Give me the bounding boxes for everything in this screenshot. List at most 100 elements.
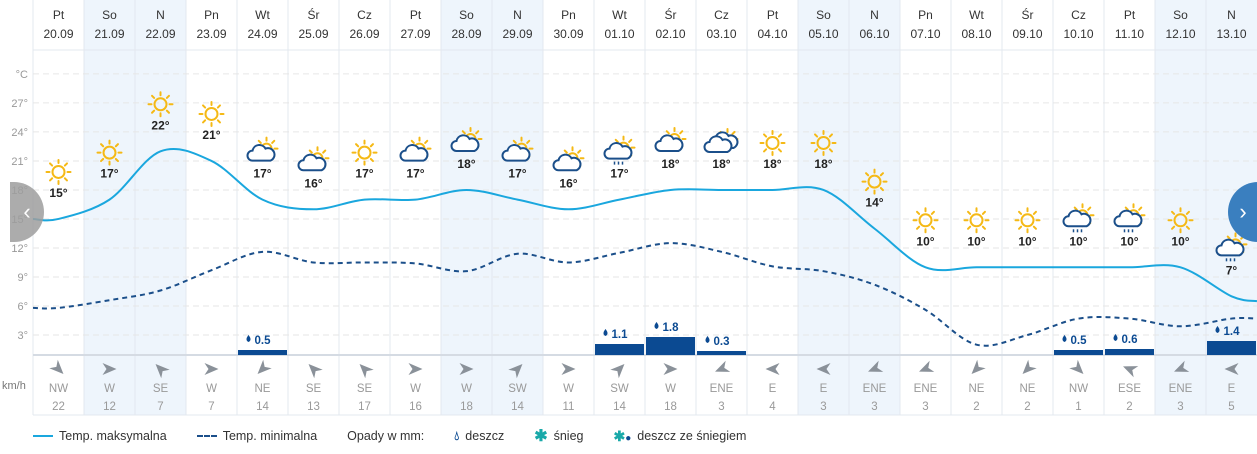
wind-arrow-icon <box>1123 366 1139 378</box>
axis-tick-label: 21° <box>11 156 28 168</box>
sun-ray <box>777 133 782 138</box>
wind-speed: 2 <box>1024 401 1030 413</box>
day-of-week: Cz <box>1071 8 1086 22</box>
sun-rain-icon <box>1113 203 1146 233</box>
day-of-week: Cz <box>714 8 729 22</box>
wind-direction: SE <box>357 383 373 395</box>
sun-ray <box>1087 206 1092 211</box>
sun-ray <box>63 177 68 182</box>
day-of-week: N <box>513 8 522 22</box>
day-of-week: Cz <box>357 8 372 22</box>
wind-direction: NW <box>49 383 68 395</box>
cloud-shape <box>703 135 733 153</box>
cloud-shape <box>552 153 582 172</box>
sun-ray <box>100 143 105 148</box>
raindrop-icon <box>246 335 251 342</box>
axis-tick-label: 6° <box>17 301 28 313</box>
precip-bar <box>697 351 746 355</box>
sun-ray <box>879 172 884 177</box>
wind-arrow-icon <box>1224 363 1239 375</box>
day-date: 04.10 <box>757 27 787 41</box>
sun-icon <box>912 207 939 234</box>
sun-ray <box>916 210 921 215</box>
day-of-week: N <box>156 8 165 22</box>
sun-ray <box>355 143 360 148</box>
wind-speed: 16 <box>409 401 422 413</box>
precip-value: 1.4 <box>1224 326 1241 338</box>
sun-icon <box>351 139 378 166</box>
sun-ray <box>151 94 156 99</box>
sun-ray <box>512 139 517 144</box>
precip-value: 0.5 <box>255 335 272 347</box>
wind-direction: E <box>1228 383 1236 395</box>
sun-icon <box>96 139 123 166</box>
axis-tick-label: 9° <box>17 272 28 284</box>
sun-core <box>867 174 882 189</box>
max-temp-label: 17° <box>406 167 424 181</box>
sun-core <box>102 145 117 160</box>
day-date: 09.10 <box>1012 27 1042 41</box>
wind-arrow-icon <box>408 363 423 375</box>
precip-value: 1.1 <box>612 329 629 341</box>
precip-value: 0.6 <box>1122 334 1138 346</box>
day-of-week: So <box>816 8 831 22</box>
sun-core <box>969 213 984 228</box>
wind-arrow-icon <box>610 364 625 379</box>
max-temp-label: 18° <box>457 157 475 171</box>
sun-ray <box>1185 210 1190 215</box>
wind-direction: ESE <box>1118 383 1141 395</box>
precip-bar <box>1207 341 1256 355</box>
sun-ray <box>526 139 531 144</box>
day-date: 29.09 <box>502 27 532 41</box>
sun-ray <box>355 157 360 163</box>
raindrop-icon <box>1113 334 1118 341</box>
sun-icon <box>1167 207 1194 234</box>
wind-arrow-icon <box>765 363 780 375</box>
sun-ray <box>763 148 768 153</box>
sun-ray <box>1138 206 1143 211</box>
wind-direction: W <box>206 383 217 395</box>
wind-speed: 3 <box>820 401 826 413</box>
wind-speed: 18 <box>664 401 677 413</box>
day-of-week: Pn <box>204 8 219 22</box>
wind-arrow-icon <box>919 360 935 372</box>
sun-ray <box>981 225 986 230</box>
wind-speed: 5 <box>1228 401 1234 413</box>
sun-ray <box>628 138 633 143</box>
wind-direction: ENE <box>914 383 938 395</box>
day-date: 22.09 <box>145 27 175 41</box>
cloud-shape <box>1113 209 1143 228</box>
day-date: 21.09 <box>94 27 124 41</box>
wind-direction: E <box>769 383 777 395</box>
wind-direction: ENE <box>1169 383 1193 395</box>
wind-speed: 18 <box>460 401 473 413</box>
day-of-week: Pn <box>561 8 576 22</box>
wind-speed: 3 <box>1177 401 1183 413</box>
wind-speed: 3 <box>718 401 724 413</box>
max-temp-label: 17° <box>100 167 118 181</box>
max-temp-label: 16° <box>304 176 322 190</box>
wind-speed: 7 <box>157 401 163 413</box>
legend-rain-label: deszcz <box>465 429 505 443</box>
raindrop-icon <box>1062 335 1067 342</box>
sun-core <box>51 164 66 179</box>
chevron-left-icon: ‹ <box>23 199 31 224</box>
raindrop-icon <box>603 329 608 336</box>
cloud-shape <box>1215 238 1245 257</box>
day-date: 01.10 <box>604 27 634 41</box>
wind-arrow-icon <box>257 359 272 374</box>
legend: Temp. maksymalna Temp. minimalna Opady w… <box>33 426 768 446</box>
wind-speed: 2 <box>973 401 979 413</box>
sun-ray <box>1171 225 1176 230</box>
sun-ray <box>322 149 327 154</box>
legend-min: Temp. minimalna <box>196 429 317 443</box>
sun-ray <box>777 148 782 153</box>
day-of-week: Wt <box>612 8 627 22</box>
weekend-column <box>441 0 492 415</box>
wind-direction: NW <box>1069 383 1088 395</box>
sun-ray <box>49 162 54 167</box>
max-temp-label: 10° <box>1171 234 1189 248</box>
weekend-column <box>84 0 135 415</box>
legend-rain: 💧︎ deszcz <box>454 429 504 444</box>
sun-ray <box>165 109 170 114</box>
